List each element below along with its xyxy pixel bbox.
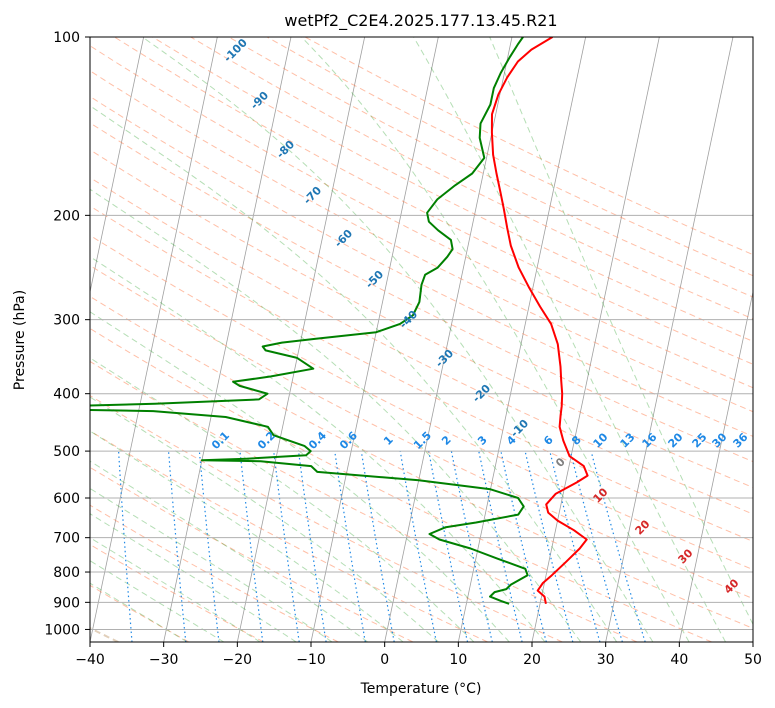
axis-ticks: −40 −30 −20 −10 0 10 20 30 40 50 100 200 300 400 500 60… <box>44 30 762 668</box>
x-tick-label: −30 <box>149 652 179 668</box>
mixing-ratio-line <box>273 451 300 642</box>
y-tick-label: 500 <box>53 444 80 460</box>
dry-adiabat-line <box>90 504 339 642</box>
isotherm-line <box>605 37 734 642</box>
x-axis-title: Temperature (°C) <box>360 681 482 697</box>
isotherm-line <box>384 37 513 642</box>
mixing-ratio-line <box>334 451 366 642</box>
dry-adiabat-line <box>90 234 753 571</box>
dry-adiabat-line <box>90 122 753 463</box>
moist-adiabat-line <box>90 256 546 642</box>
mixing-ratio-line <box>198 451 220 642</box>
temperature-line <box>490 37 589 604</box>
y-axis-title: Pressure (hPa) <box>12 290 28 390</box>
moist-adiabat-line <box>142 37 654 642</box>
mixing-ratio-line <box>167 451 187 642</box>
mixing-ratio-line <box>569 450 623 642</box>
mixing-ratio-line <box>549 450 601 642</box>
moist-adiabat-line <box>90 460 368 642</box>
dry-adiabat-line <box>90 327 712 642</box>
x-tick-label: 20 <box>523 652 541 668</box>
moist-adiabat-line <box>90 430 404 642</box>
y-tick-label: 1000 <box>44 622 80 638</box>
background-lines <box>90 37 753 642</box>
isotherm-line <box>163 37 292 642</box>
dry-adiabat-line <box>90 360 638 642</box>
moist-adiabat-line <box>90 357 475 642</box>
moist-adiabat-line <box>90 487 333 642</box>
moist-adiabat-line <box>90 188 582 642</box>
plot-frame <box>89 36 754 643</box>
isotherm-line <box>531 37 660 642</box>
dry-adiabat-line <box>90 295 753 629</box>
mixing-ratio-line <box>239 451 264 642</box>
moist-adiabat-line <box>90 311 510 642</box>
dry-adiabat-line <box>90 466 414 642</box>
x-tick-label: −40 <box>75 652 105 668</box>
mixing-ratio-line <box>590 450 646 642</box>
y-tick-label: 400 <box>53 387 80 403</box>
x-tick-label: −20 <box>223 652 253 668</box>
x-tick-label: 30 <box>597 652 615 668</box>
moist-adiabat-line <box>413 37 727 642</box>
moist-adiabat-line <box>90 105 618 642</box>
dry-adiabat-line <box>90 584 190 642</box>
moist-adiabat-line <box>489 37 753 626</box>
moist-adiabat-line <box>90 396 439 642</box>
isotherm-line <box>90 37 218 642</box>
chart-title: wetPf2_C2E4.2025.177.13.45.R21 <box>284 11 557 31</box>
y-tick-label: 200 <box>53 208 80 224</box>
profile-lines <box>90 37 589 605</box>
x-tick-label: 50 <box>744 652 762 668</box>
mixing-ratio-line <box>118 451 133 642</box>
dry-adiabat-line <box>90 264 753 600</box>
y-tick-label: 700 <box>53 531 80 547</box>
grid-lines <box>90 37 753 630</box>
dry-adiabat-line <box>90 95 753 437</box>
moist-adiabat-line <box>301 37 690 642</box>
moist-adiabat-line <box>90 582 188 642</box>
dry-adiabat-line <box>90 176 753 515</box>
mixing-ratio-line <box>360 451 395 642</box>
dry-adiabat-line <box>228 37 753 298</box>
isotherm-line <box>457 37 587 642</box>
dry-adiabat-line <box>90 394 563 642</box>
y-tick-label: 300 <box>53 313 80 329</box>
y-tick-label: 800 <box>53 565 80 581</box>
dry-adiabat-line <box>90 205 753 542</box>
y-tick-label: 600 <box>53 491 80 507</box>
x-tick-label: 0 <box>380 652 389 668</box>
moist-adiabat-line <box>90 537 261 642</box>
isotherm-line <box>678 289 753 642</box>
dry-adiabat-line <box>114 37 753 365</box>
x-tick-label: −10 <box>296 652 326 668</box>
dewpoint-line <box>90 37 529 605</box>
y-tick-label: 900 <box>53 595 80 611</box>
x-tick-label: 10 <box>449 652 467 668</box>
isotherm-line <box>90 37 145 294</box>
y-tick-label: 100 <box>53 30 80 46</box>
mixing-ratio-line <box>297 451 327 642</box>
x-tick-label: 40 <box>670 652 688 668</box>
moist-adiabat-line <box>90 560 225 642</box>
dry-adiabat-line <box>90 45 753 389</box>
